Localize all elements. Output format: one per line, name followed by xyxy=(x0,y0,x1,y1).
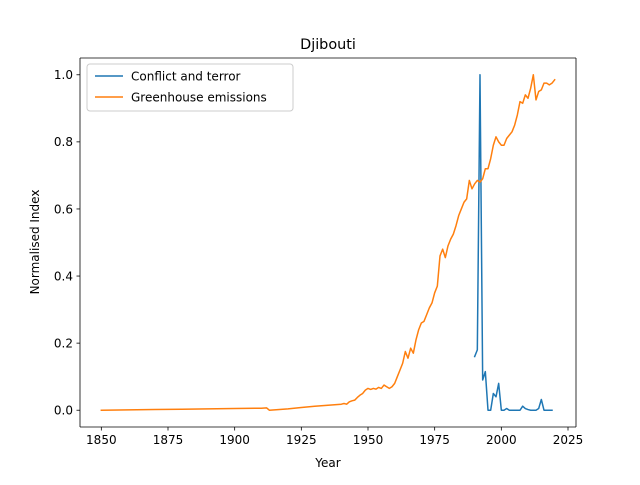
x-tick-label: 1875 xyxy=(153,433,184,447)
x-axis-label: Year xyxy=(314,456,340,470)
y-tick-label: 0.8 xyxy=(54,135,73,149)
axes-frame xyxy=(79,57,577,428)
y-tick-label: 0.0 xyxy=(54,404,73,418)
x-tick-label: 1975 xyxy=(419,433,450,447)
plot-area xyxy=(100,74,556,411)
series-line-conflict-and-terror xyxy=(473,74,553,411)
x-tick-label: 1925 xyxy=(286,433,317,447)
legend: Conflict and terror Greenhouse emissions xyxy=(86,63,294,112)
x-tick-label: 2025 xyxy=(553,433,584,447)
legend-label-conflict: Conflict and terror xyxy=(131,70,241,84)
x-tick-label: 1900 xyxy=(219,433,250,447)
y-axis: 0.0 0.2 0.4 0.6 0.8 1.0 xyxy=(54,68,80,418)
series-line-greenhouse-emissions xyxy=(100,74,556,411)
x-tick-label: 1850 xyxy=(86,433,117,447)
y-tick-label: 0.6 xyxy=(54,202,73,216)
x-tick-label: 1950 xyxy=(353,433,384,447)
y-tick-label: 0.4 xyxy=(54,269,73,283)
x-tick-label: 2000 xyxy=(486,433,517,447)
legend-label-greenhouse: Greenhouse emissions xyxy=(131,91,267,105)
x-axis: 1850 1875 1900 1925 1950 1975 2000 2025 xyxy=(86,427,583,447)
y-tick-label: 1.0 xyxy=(54,68,73,82)
legend-box xyxy=(86,63,294,112)
y-axis-label: Normalised Index xyxy=(28,190,42,295)
chart-title: Djibouti xyxy=(300,37,356,53)
y-tick-label: 0.2 xyxy=(54,336,73,350)
